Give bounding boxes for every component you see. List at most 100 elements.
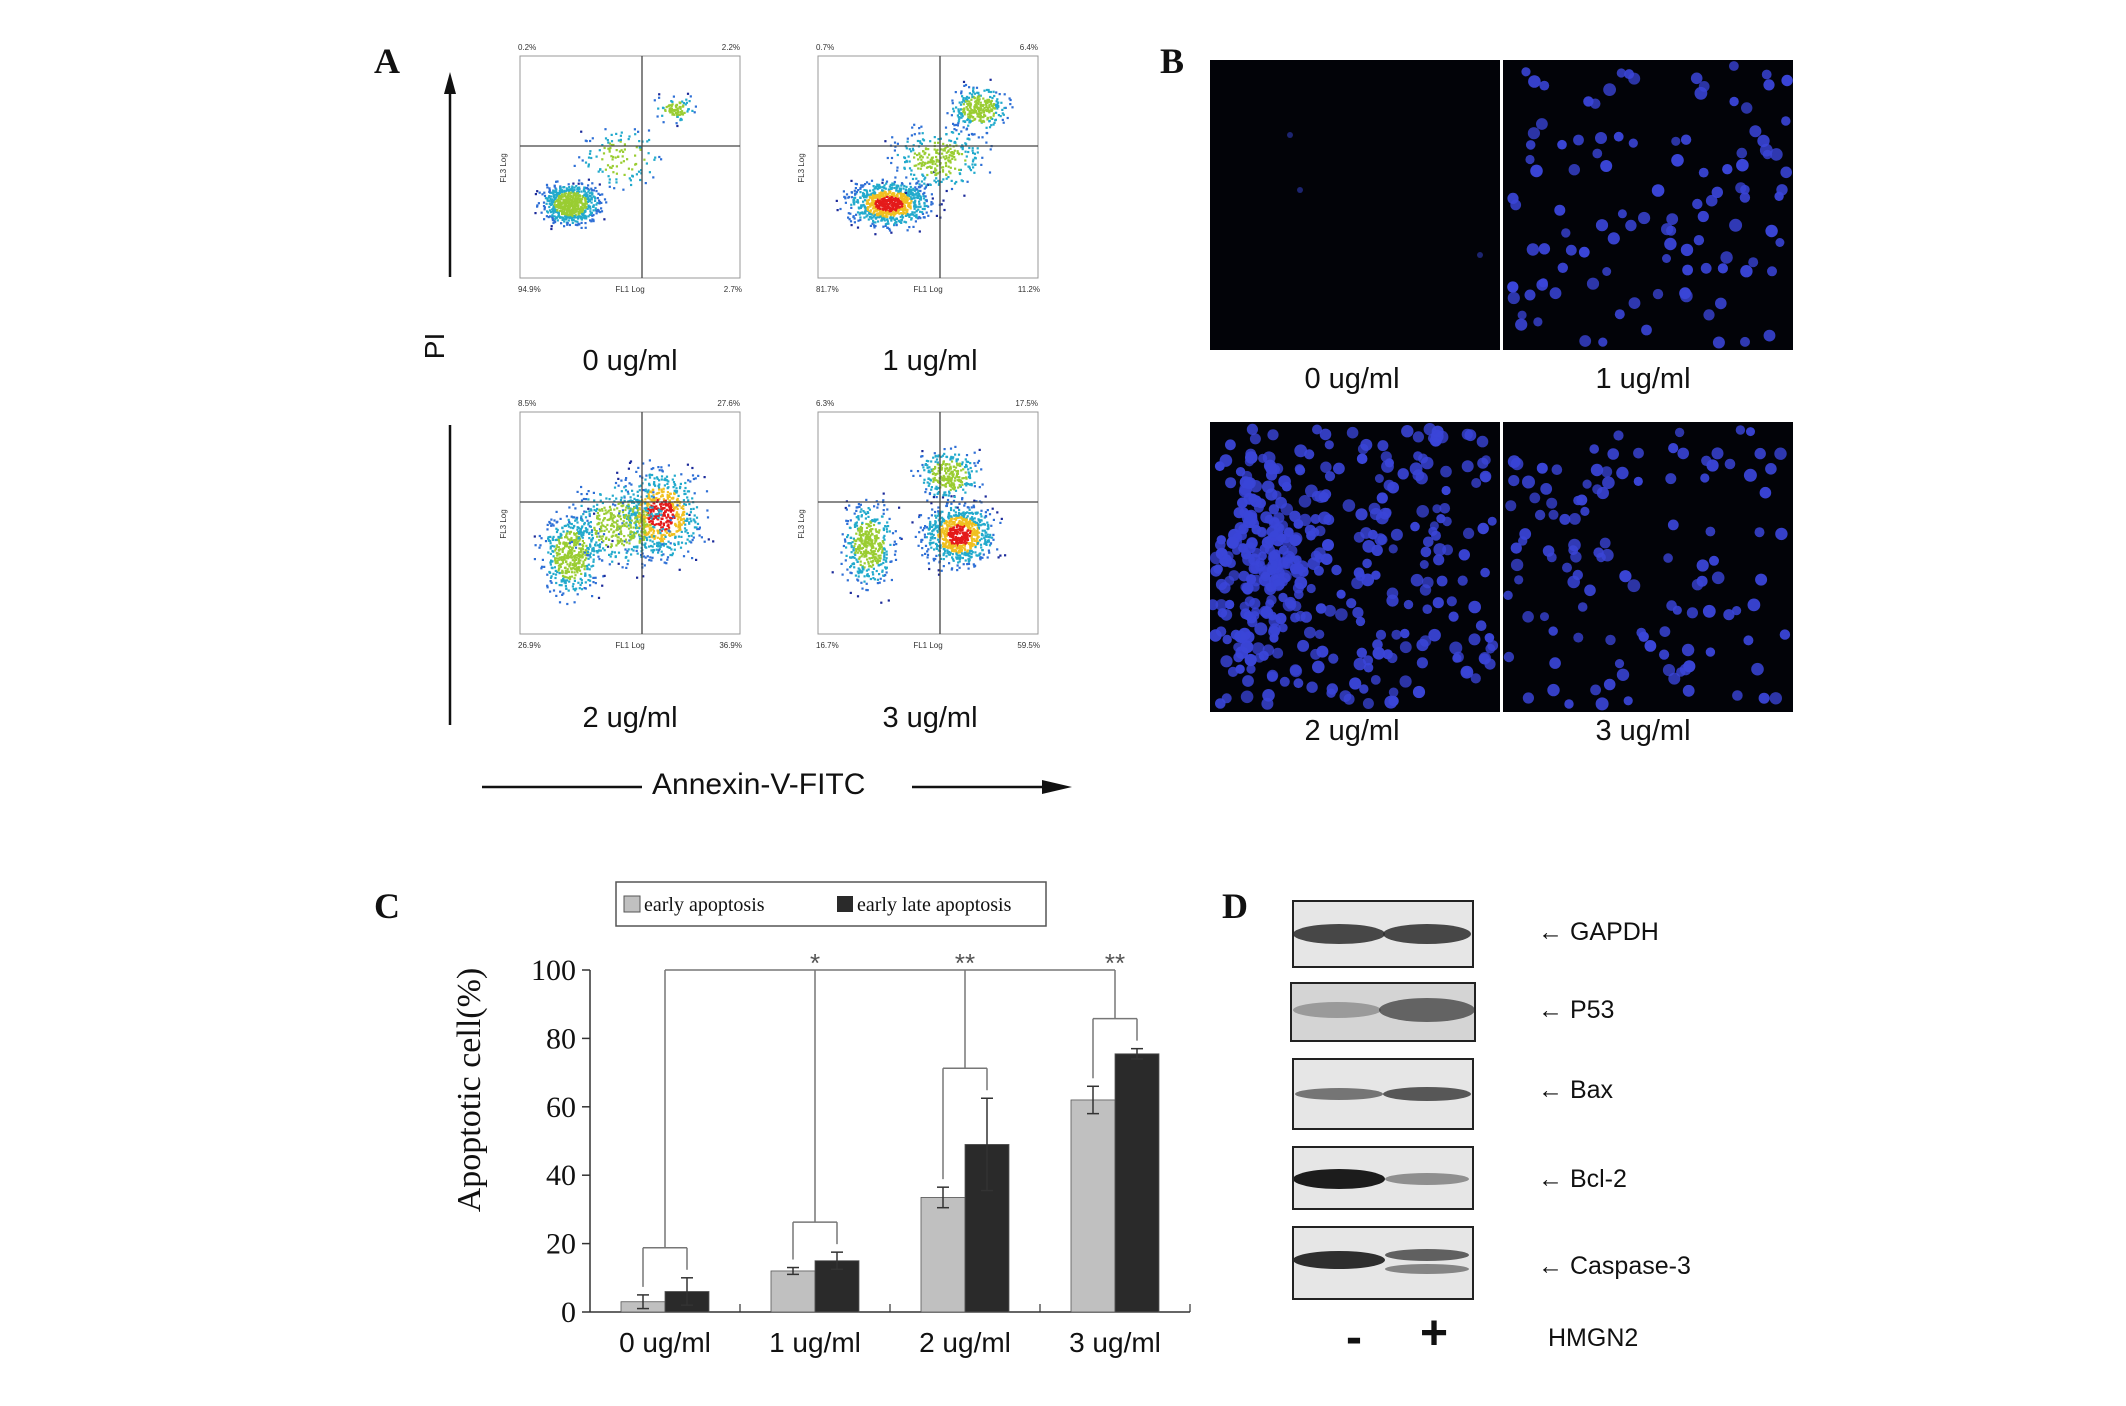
y-tick-label: 40 <box>546 1159 576 1192</box>
flow-plot-0: 0.2% 2.2% 94.9% 2.7% FL1 Log FL3 Log <box>490 38 762 310</box>
flow-axis-y-label: FL3 Log <box>797 153 806 182</box>
pair-bracket <box>792 1221 838 1260</box>
flow-axis-y-label: FL3 Log <box>499 153 508 182</box>
pair-bracket <box>642 1247 688 1287</box>
legend-label-early: early apoptosis <box>644 894 765 916</box>
wb-protein-bcl2: Bcl-2 <box>1569 1165 1627 1193</box>
quadrant-pct-ul: 0.7% <box>816 43 834 52</box>
significance-marker: ** <box>1105 948 1125 978</box>
wb-protein-caspase3: Caspase-3 <box>1569 1252 1691 1280</box>
blot-bcl2 <box>1292 1146 1474 1210</box>
flow-label-1: 1 ug/ml <box>882 345 978 377</box>
pi-axis-arrow <box>444 72 456 277</box>
left-arrow-icon: ← <box>1538 1076 1563 1104</box>
left-arrow-icon: ← <box>1538 1252 1563 1280</box>
quadrant-pct-ll: 26.9% <box>518 641 541 650</box>
lane-plus: + <box>1420 1307 1449 1360</box>
wb-label-gapdh: ← GAPDH <box>1538 918 1659 947</box>
comparison-bracket <box>664 969 1116 1248</box>
quadrant-pct-ur: 17.5% <box>1015 399 1038 408</box>
flow-label-0: 0 ug/ml <box>582 345 678 377</box>
legend-swatch-late <box>837 896 853 912</box>
flow-label-2: 2 ug/ml <box>582 702 678 734</box>
fluorescence-image-3 <box>1503 422 1793 712</box>
blot-gapdh <box>1292 900 1474 968</box>
annexin-axis-line-left <box>482 785 642 789</box>
flow-axis-y-label: FL3 Log <box>797 509 806 538</box>
y-tick-label: 60 <box>546 1091 576 1124</box>
y-tick-label: 0 <box>561 1296 576 1329</box>
flow-axis-x-label: FL1 Log <box>615 641 644 650</box>
flow-frame <box>817 411 1039 635</box>
error-bar <box>1131 1047 1143 1060</box>
apoptosis-bar-chart: early apoptosis early late apoptosis Apo… <box>451 881 1191 1358</box>
left-arrow-icon: ← <box>1538 996 1563 1024</box>
flow-axis-y-label: FL3 Log <box>499 509 508 538</box>
pair-bracket <box>1092 1017 1138 1079</box>
flow-axis-x-label: FL1 Log <box>913 285 942 294</box>
quadrant-pct-lr: 59.5% <box>1017 641 1040 650</box>
panel-letter-b: B <box>1160 41 1185 81</box>
bar-early-apoptosis <box>1070 1099 1116 1313</box>
x-category-label: 1 ug/ml <box>769 1327 861 1358</box>
left-arrow-icon: ← <box>1538 1165 1563 1193</box>
flow-label-3: 3 ug/ml <box>882 702 978 734</box>
nuclei <box>1507 61 1793 349</box>
annexin-axis-arrow <box>912 780 1072 794</box>
blot-bax <box>1292 1058 1474 1130</box>
nuclei <box>1287 132 1483 258</box>
wb-label-p53: ← P53 <box>1538 996 1614 1025</box>
quadrant-pct-ul: 6.3% <box>816 399 834 408</box>
error-bar <box>937 1186 949 1209</box>
flow-plot-1: 0.7% 6.4% 81.7% 11.2% FL1 Log FL3 Log <box>788 38 1060 310</box>
fluorescence-image-0 <box>1210 60 1500 350</box>
panel-a: PI 0.2% 2.2% 94.9% 2.7% FL1 Log FL3 Log 0.7% 6… <box>400 30 1120 830</box>
bar-early-apoptosis <box>920 1197 966 1313</box>
flow-frame <box>519 55 741 279</box>
legend-swatch-early <box>623 895 641 913</box>
treatment-label: HMGN2 <box>1548 1324 1639 1352</box>
quadrant-pct-ul: 0.2% <box>518 43 536 52</box>
chart-legend <box>615 881 1047 927</box>
panel-b: 0 ug/ml 1 ug/ml 2 ug/ml 3 ug/ml <box>1190 60 1793 760</box>
blot-caspase3 <box>1292 1226 1474 1300</box>
quadrant-pct-ur: 27.6% <box>717 399 740 408</box>
x-category-label: 0 ug/ml <box>619 1327 711 1358</box>
y-tick-label: 20 <box>546 1228 576 1261</box>
fluor-label-1: 1 ug/ml <box>1595 363 1691 395</box>
annexin-axis-label: Annexin-V-FITC <box>652 768 866 801</box>
y-tick-label: 100 <box>531 954 576 987</box>
panel-letter-c: C <box>374 886 400 926</box>
fluor-label-3: 3 ug/ml <box>1595 715 1691 747</box>
pi-axis-line-lower <box>448 425 452 725</box>
quadrant-pct-ll: 81.7% <box>816 285 839 294</box>
bar-late-apoptosis <box>1114 1053 1160 1313</box>
wb-protein-p53: P53 <box>1569 996 1615 1024</box>
flow-axis-x-label: FL1 Log <box>913 641 942 650</box>
panel-letter-d: D <box>1222 886 1248 926</box>
flow-axis-x-label: FL1 Log <box>615 285 644 294</box>
wb-label-bax: ← Bax <box>1538 1076 1613 1105</box>
quadrant-pct-ur: 2.2% <box>722 43 740 52</box>
y-tick-label: 80 <box>546 1022 576 1055</box>
quadrant-pct-ur: 6.4% <box>1020 43 1038 52</box>
error-bar <box>981 1097 993 1192</box>
x-category-label: 3 ug/ml <box>1069 1327 1161 1358</box>
wb-protein-bax: Bax <box>1569 1076 1614 1104</box>
fluor-label-0: 0 ug/ml <box>1304 363 1400 395</box>
wb-protein-gapdh: GAPDH <box>1569 918 1659 946</box>
flow-dots <box>831 445 1007 604</box>
quadrant-pct-ul: 8.5% <box>518 399 536 408</box>
nuclei <box>1190 423 1499 710</box>
flow-dots <box>534 92 697 231</box>
legend-label-late: early late apoptosis <box>857 894 1012 916</box>
left-arrow-icon: ← <box>1538 918 1563 946</box>
fluor-label-2: 2 ug/ml <box>1304 715 1400 747</box>
wb-label-bcl2: ← Bcl-2 <box>1538 1165 1627 1194</box>
pi-axis-label: PI <box>419 332 451 360</box>
y-axis-title: Apoptotic cell(%) <box>451 968 488 1213</box>
flow-dots <box>835 78 1014 236</box>
quadrant-pct-ll: 16.7% <box>816 641 839 650</box>
bar-early-apoptosis <box>770 1270 816 1313</box>
flow-dots <box>533 459 715 606</box>
